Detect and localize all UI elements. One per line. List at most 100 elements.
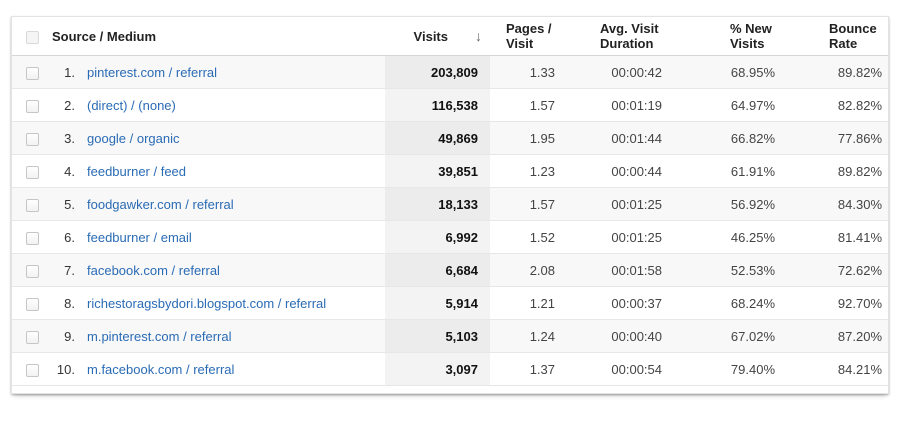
sort-descending-icon: ↓ bbox=[475, 28, 482, 45]
bounce-rate-value: 84.30% bbox=[785, 187, 888, 221]
pages-per-visit-value: 2.08 bbox=[490, 253, 565, 287]
avg-visit-duration-value: 00:00:37 bbox=[565, 286, 672, 320]
bounce-rate-value: 82.82% bbox=[785, 88, 888, 122]
source-medium-link[interactable]: pinterest.com / referral bbox=[87, 64, 218, 80]
row-checkbox[interactable] bbox=[26, 165, 39, 179]
row-checkbox[interactable] bbox=[26, 231, 39, 245]
source-medium-link[interactable]: richestoragsbydori.blogspot.com / referr… bbox=[87, 295, 327, 311]
column-header-pages-per-visit[interactable]: Pages / Visit bbox=[490, 17, 565, 56]
pages-per-visit-value: 1.21 bbox=[490, 286, 565, 320]
row-rank: 3. bbox=[52, 121, 82, 155]
avg-visit-duration-value: 00:01:25 bbox=[565, 187, 672, 221]
table-row: 1. pinterest.com / referral 203,809 1.33… bbox=[12, 55, 888, 89]
source-medium-link[interactable]: facebook.com / referral bbox=[87, 262, 220, 278]
visits-value: 5,914 bbox=[385, 286, 490, 320]
pct-new-visits-value: 56.92% bbox=[672, 187, 785, 221]
pages-per-visit-value: 1.23 bbox=[490, 154, 565, 188]
row-rank: 4. bbox=[52, 154, 82, 188]
visits-value: 18,133 bbox=[385, 187, 490, 221]
visits-value: 39,851 bbox=[385, 154, 490, 188]
column-header-visits[interactable]: Visits ↓ bbox=[385, 17, 490, 56]
row-checkbox[interactable] bbox=[26, 330, 39, 344]
pct-new-visits-value: 52.53% bbox=[672, 253, 785, 287]
visits-value: 3,097 bbox=[385, 352, 490, 386]
pct-new-visits-value: 79.40% bbox=[672, 352, 785, 386]
table-row: 3. google / organic 49,869 1.95 00:01:44… bbox=[12, 121, 888, 155]
table-row: 2. (direct) / (none) 116,538 1.57 00:01:… bbox=[12, 88, 888, 122]
avg-visit-duration-value: 00:01:19 bbox=[565, 88, 672, 122]
pct-new-visits-value: 68.24% bbox=[672, 286, 785, 320]
row-checkbox[interactable] bbox=[26, 264, 39, 278]
pct-new-visits-value: 46.25% bbox=[672, 220, 785, 254]
row-rank: 9. bbox=[52, 319, 82, 353]
row-checkbox[interactable] bbox=[26, 132, 39, 146]
avg-visit-duration-value: 00:00:40 bbox=[565, 319, 672, 353]
avg-visit-duration-value: 00:01:25 bbox=[565, 220, 672, 254]
pages-per-visit-value: 1.57 bbox=[490, 187, 565, 221]
bounce-rate-value: 72.62% bbox=[785, 253, 888, 287]
source-medium-link[interactable]: google / organic bbox=[87, 130, 180, 146]
table-row: 5. foodgawker.com / referral 18,133 1.57… bbox=[12, 187, 888, 221]
source-medium-link[interactable]: (direct) / (none) bbox=[87, 97, 176, 113]
pct-new-visits-value: 64.97% bbox=[672, 88, 785, 122]
row-rank: 5. bbox=[52, 187, 82, 221]
avg-visit-duration-value: 00:00:54 bbox=[565, 352, 672, 386]
pct-new-visits-value: 68.95% bbox=[672, 55, 785, 89]
pages-per-visit-value: 1.24 bbox=[490, 319, 565, 353]
row-checkbox[interactable] bbox=[26, 363, 39, 377]
row-checkbox[interactable] bbox=[26, 297, 39, 311]
pages-per-visit-value: 1.33 bbox=[490, 55, 565, 89]
pages-per-visit-value: 1.52 bbox=[490, 220, 565, 254]
table-row: 7. facebook.com / referral 6,684 2.08 00… bbox=[12, 253, 888, 287]
select-all-checkbox[interactable] bbox=[26, 30, 39, 44]
pct-new-visits-value: 66.82% bbox=[672, 121, 785, 155]
pct-new-visits-value: 67.02% bbox=[672, 319, 785, 353]
table-row: 6. feedburner / email 6,992 1.52 00:01:2… bbox=[12, 220, 888, 254]
source-medium-link[interactable]: foodgawker.com / referral bbox=[87, 196, 234, 212]
column-header-pct-new-visits[interactable]: % New Visits bbox=[672, 17, 785, 56]
table-row: 4. feedburner / feed 39,851 1.23 00:00:4… bbox=[12, 154, 888, 188]
visits-value: 203,809 bbox=[385, 55, 490, 89]
row-checkbox[interactable] bbox=[26, 66, 39, 80]
source-medium-link[interactable]: m.facebook.com / referral bbox=[87, 361, 235, 377]
source-medium-link[interactable]: feedburner / email bbox=[87, 229, 192, 245]
bounce-rate-value: 89.82% bbox=[785, 55, 888, 89]
row-checkbox[interactable] bbox=[26, 198, 39, 212]
column-header-bounce-rate[interactable]: Bounce Rate bbox=[785, 17, 888, 56]
visits-value: 49,869 bbox=[385, 121, 490, 155]
visits-value: 116,538 bbox=[385, 88, 490, 122]
visits-value: 6,992 bbox=[385, 220, 490, 254]
source-medium-report-table: Source / Medium Visits ↓ Pages / Visit Av… bbox=[12, 17, 888, 386]
table-header-row: Source / Medium Visits ↓ Pages / Visit Av… bbox=[12, 17, 888, 56]
row-rank: 10. bbox=[52, 352, 82, 386]
source-medium-link[interactable]: feedburner / feed bbox=[87, 163, 187, 179]
pages-per-visit-value: 1.57 bbox=[490, 88, 565, 122]
visits-value: 5,103 bbox=[385, 319, 490, 353]
row-rank: 2. bbox=[52, 88, 82, 122]
table-row: 8. richestoragsbydori.blogspot.com / ref… bbox=[12, 286, 888, 320]
traffic-sources-table-card: Source / Medium Visits ↓ Pages / Visit Av… bbox=[11, 16, 889, 394]
pages-per-visit-value: 1.37 bbox=[490, 352, 565, 386]
pages-per-visit-value: 1.95 bbox=[490, 121, 565, 155]
bounce-rate-value: 84.21% bbox=[785, 352, 888, 386]
avg-visit-duration-value: 00:00:42 bbox=[565, 55, 672, 89]
table-row: 9. m.pinterest.com / referral 5,103 1.24… bbox=[12, 319, 888, 353]
row-rank: 6. bbox=[52, 220, 82, 254]
row-rank: 7. bbox=[52, 253, 82, 287]
avg-visit-duration-value: 00:01:58 bbox=[565, 253, 672, 287]
bounce-rate-value: 92.70% bbox=[785, 286, 888, 320]
bounce-rate-value: 89.82% bbox=[785, 154, 888, 188]
bounce-rate-value: 81.41% bbox=[785, 220, 888, 254]
column-header-source-medium[interactable]: Source / Medium bbox=[52, 17, 385, 56]
column-header-avg-visit-duration[interactable]: Avg. Visit Duration bbox=[565, 17, 672, 56]
avg-visit-duration-value: 00:00:44 bbox=[565, 154, 672, 188]
row-rank: 8. bbox=[52, 286, 82, 320]
pct-new-visits-value: 61.91% bbox=[672, 154, 785, 188]
row-checkbox[interactable] bbox=[26, 99, 39, 113]
visits-value: 6,684 bbox=[385, 253, 490, 287]
source-medium-link[interactable]: m.pinterest.com / referral bbox=[87, 328, 232, 344]
table-row: 10. m.facebook.com / referral 3,097 1.37… bbox=[12, 352, 888, 386]
bounce-rate-value: 77.86% bbox=[785, 121, 888, 155]
avg-visit-duration-value: 00:01:44 bbox=[565, 121, 672, 155]
bounce-rate-value: 87.20% bbox=[785, 319, 888, 353]
